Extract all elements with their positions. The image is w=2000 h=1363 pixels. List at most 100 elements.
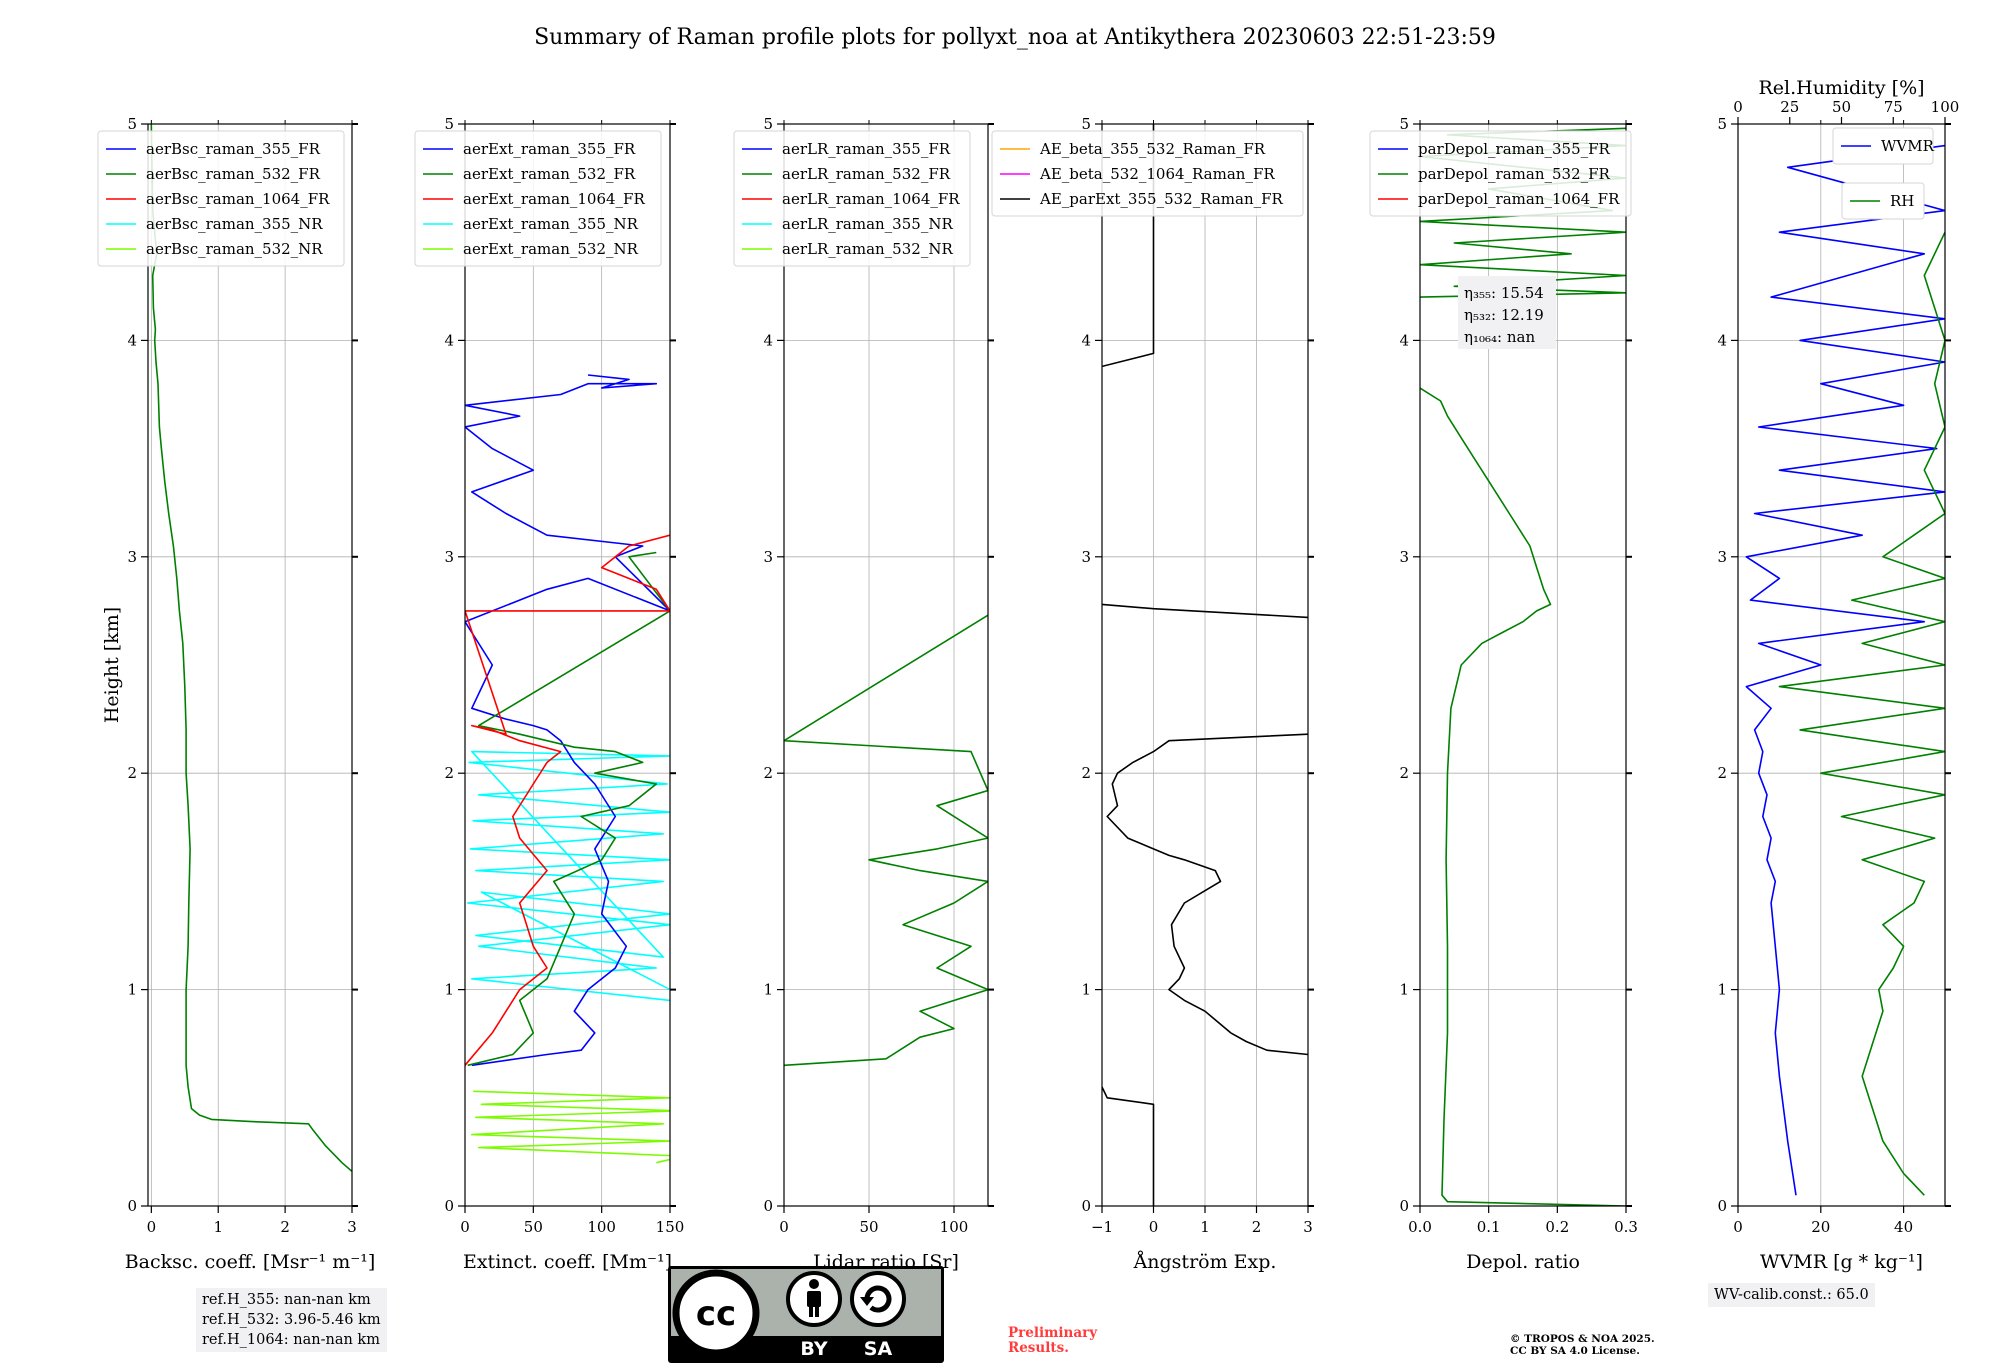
y-tick-label: 0 [127, 1197, 137, 1215]
y-tick-label: 5 [127, 115, 137, 133]
preliminary-line-1: Preliminary [1008, 1325, 1098, 1341]
legend-label: RH [1890, 192, 1914, 210]
cc-by-sa-license-logo: cc BY SA [668, 1266, 944, 1363]
legend-box [733, 130, 971, 267]
legend-label: aerExt_raman_1064_FR [463, 190, 645, 208]
y-tick-label: 4 [127, 331, 137, 349]
series-line [1745, 144, 1945, 1196]
axes-frame [147, 123, 353, 1207]
legend-label: aerLR_raman_355_NR [782, 215, 953, 233]
legend-label: aerExt_raman_355_NR [463, 215, 639, 233]
series-group [1745, 144, 1945, 1196]
copyright-line-1: © TROPOS & NOA 2025. [1510, 1333, 1655, 1345]
top-x-tick-label: 75 [1884, 98, 1903, 116]
y-tick-label: 1 [1399, 981, 1409, 999]
top-x-tick-label: 25 [1780, 98, 1799, 116]
y-tick-label: 0 [444, 1197, 454, 1215]
legend-label: aerLR_raman_532_NR [782, 240, 953, 258]
chart-title: Summary of Raman profile plots for polly… [534, 25, 1496, 50]
x-tick-label: 0 [460, 1218, 470, 1236]
y-tick-label: 0 [1717, 1197, 1727, 1215]
cc-text: cc [696, 1294, 736, 1334]
axes-frame [1737, 123, 1946, 1207]
y-tick-label: 2 [763, 764, 773, 782]
axes-frame [1419, 123, 1627, 1207]
y-tick-label: 4 [1081, 331, 1091, 349]
x-axis-label: Ångström Exp. [1133, 1251, 1277, 1273]
y-tick-label: 1 [127, 981, 137, 999]
legend-box [991, 130, 1304, 217]
top-x-tick-label: 0 [1733, 98, 1743, 116]
x-tick-label: 0.3 [1614, 1218, 1638, 1236]
x-tick-label: 0 [779, 1218, 789, 1236]
legend-label: aerLR_raman_355_FR [782, 140, 951, 158]
y-tick-label: 5 [763, 115, 773, 133]
copyright-line-2: CC BY SA 4.0 License. [1510, 1345, 1640, 1357]
legend-label: AE_parExt_355_532_Raman_FR [1039, 190, 1284, 208]
x-tick-label: 0.2 [1545, 1218, 1569, 1236]
series-line [784, 614, 988, 1067]
series-line [465, 374, 670, 1067]
x-axis-label: Extinct. coeff. [Mm⁻¹] [463, 1251, 672, 1273]
legend: aerBsc_raman_355_FR aerBsc_raman_532_FRae… [97, 130, 345, 267]
x-tick-label: 0 [1733, 1218, 1743, 1236]
legend-box [97, 130, 345, 267]
legend-box [1369, 130, 1632, 217]
legend-label: aerBsc_raman_355_FR [146, 140, 321, 158]
legend-label: parDepol_raman_355_FR [1418, 140, 1611, 158]
sa-label: SA [864, 1338, 893, 1360]
series-line [467, 551, 670, 1067]
top-x-tick-label: 50 [1832, 98, 1851, 116]
y-tick-label: 3 [1399, 548, 1409, 566]
preliminary-line-2: Results. [1008, 1340, 1069, 1356]
y-tick-label: 5 [1399, 115, 1409, 133]
series-group [784, 614, 988, 1067]
legend-label: parDepol_raman_1064_FR [1418, 190, 1620, 208]
x-tick-label: 100 [940, 1218, 969, 1236]
series-line [1778, 231, 1945, 1196]
series-line [1102, 124, 1155, 368]
x-tick-label: 1 [1200, 1218, 1210, 1236]
copyright-note: © TROPOS & NOA 2025. CC BY SA 4.0 Licens… [1510, 1333, 1655, 1357]
x-tick-label: 40 [1894, 1218, 1913, 1236]
x-tick-label: 50 [859, 1218, 878, 1236]
series-line [1102, 1086, 1155, 1206]
y-tick-label: 4 [444, 331, 454, 349]
annotation-box [1458, 276, 1556, 349]
legend-label: aerExt_raman_532_NR [463, 240, 639, 258]
y-tick-label: 1 [1081, 981, 1091, 999]
reference-height-box: ref.H_355: nan-nan km ref.H_532: 3.96-5.… [196, 1288, 387, 1352]
y-tick-label: 3 [763, 548, 773, 566]
series-group [465, 374, 670, 1164]
x-tick-label: 2 [1252, 1218, 1262, 1236]
y-tick-label: 2 [444, 764, 454, 782]
y-tick-label: 2 [1081, 764, 1091, 782]
legend-box [1841, 182, 1925, 220]
y-tick-label: 3 [444, 548, 454, 566]
y-tick-label: 0 [1399, 1197, 1409, 1215]
y-tick-label: 1 [763, 981, 773, 999]
depol-annotation: η₃₅₅: 15.54 η₅₃₂: 12.19 η₁₀₆₄: nan [1458, 276, 1556, 349]
y-tick-label: 3 [127, 548, 137, 566]
legend-label: aerLR_raman_532_FR [782, 165, 951, 183]
top-axis-label: Rel.Humidity [%] [1758, 77, 1924, 99]
x-axis-label: Depol. ratio [1466, 1251, 1580, 1273]
series-line [150, 124, 352, 1173]
y-tick-label: 0 [763, 1197, 773, 1215]
x-tick-label: −1 [1091, 1218, 1113, 1236]
panel-2: 0 50 100 150 0 1 2 3 4 5 Extinct. coeff. [Mm⁻¹] aer… [414, 115, 684, 1273]
y-axis-label: Height [km] [101, 607, 123, 723]
legend: parDepol_raman_355_FR parDepol_raman_532_… [1369, 130, 1632, 217]
legend-box [1832, 127, 1934, 165]
x-tick-label: 0.0 [1408, 1218, 1432, 1236]
legend-label: parDepol_raman_532_FR [1418, 165, 1611, 183]
x-tick-label: 100 [587, 1218, 616, 1236]
x-tick-label: 3 [1303, 1218, 1313, 1236]
legend: aerLR_raman_355_FR aerLR_raman_532_FR aerL… [733, 130, 971, 267]
ref-h-1064: ref.H_1064: nan-nan km [202, 1332, 380, 1348]
legend-box [414, 130, 662, 267]
y-tick-label: 2 [127, 764, 137, 782]
legend-label: aerBsc_raman_532_NR [146, 240, 323, 258]
